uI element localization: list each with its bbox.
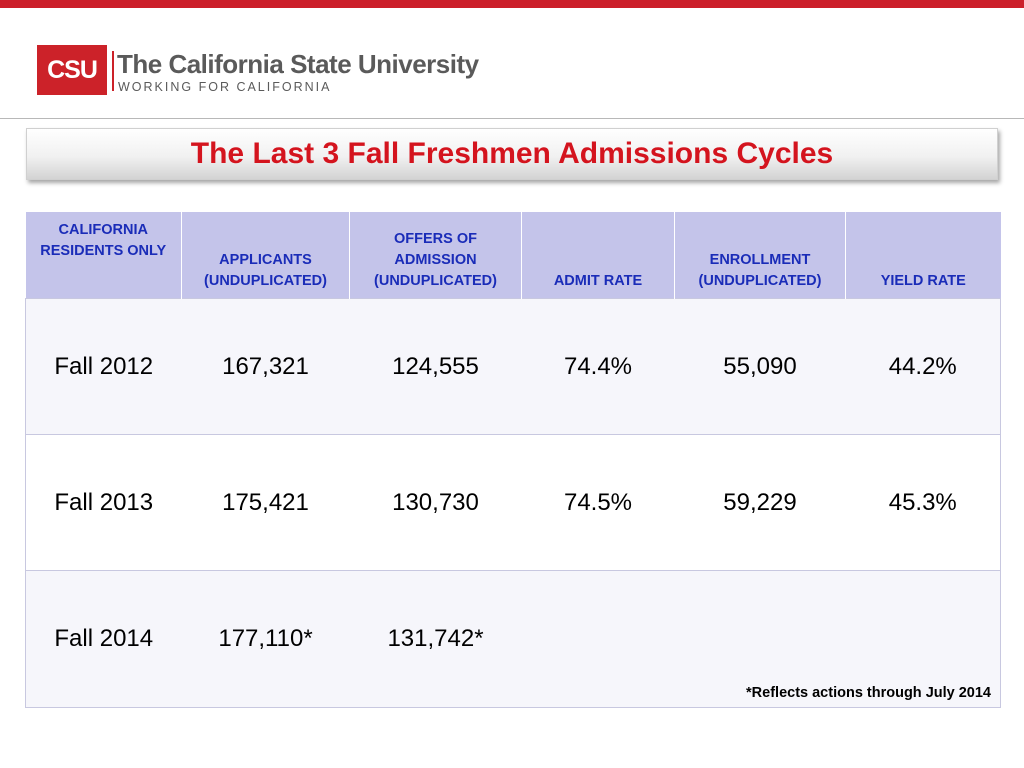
footnote-area: *Reflects actions through July 2014 (522, 572, 1001, 707)
term-cell: Fall 2012 (25, 298, 182, 435)
offers-cell: 124,555 (349, 298, 522, 435)
column-header-applicants: APPLICANTS (UNDUPLICATED) (181, 212, 350, 299)
offers-cell: 130,730 (349, 434, 522, 571)
enrollment-cell: 55,090 (674, 298, 846, 435)
yield-rate-cell: 45.3% (845, 434, 1001, 571)
table-header-row: CALIFORNIA RESIDENTS ONLY APPLICANTS (UN… (25, 212, 1001, 299)
slide-title: The Last 3 Fall Freshmen Admissions Cycl… (190, 137, 834, 170)
table-row: Fall 2013 175,421 130,730 74.5% 59,229 4… (25, 434, 1001, 571)
offers-cell: 131,742* (349, 570, 522, 708)
term-cell: Fall 2014 (25, 570, 182, 708)
admit-rate-cell: 74.5% (521, 434, 675, 571)
applicants-cell: 177,110* (181, 570, 350, 708)
yield-rate-cell: 44.2% (845, 298, 1001, 435)
applicants-cell: 167,321 (181, 298, 350, 435)
column-header-residents: CALIFORNIA RESIDENTS ONLY (25, 212, 182, 299)
applicants-cell: 175,421 (181, 434, 350, 571)
top-accent-bar (0, 0, 1024, 8)
pending-cells: *Reflects actions through July 2014 (521, 570, 1001, 708)
table-row: Fall 2012 167,321 124,555 74.4% 55,090 4… (25, 298, 1001, 435)
enrollment-cell: 59,229 (674, 434, 846, 571)
admissions-table-container: CALIFORNIA RESIDENTS ONLY APPLICANTS (UN… (25, 212, 1001, 708)
column-header-yield-rate: YIELD RATE (845, 212, 1001, 299)
table-row: Fall 2014 177,110* 131,742* *Reflects ac… (25, 570, 1001, 708)
logo-divider (112, 51, 114, 91)
header-divider (0, 118, 1024, 119)
table-footnote: *Reflects actions through July 2014 (746, 684, 991, 701)
university-tagline: WORKING FOR CALIFORNIA (118, 80, 332, 94)
admissions-table: CALIFORNIA RESIDENTS ONLY APPLICANTS (UN… (25, 212, 1001, 708)
admit-rate-cell: 74.4% (521, 298, 675, 435)
column-header-admit-rate: ADMIT RATE (521, 212, 675, 299)
university-name: The California State University (117, 49, 479, 79)
column-header-enrollment: ENROLLMENT (UNDUPLICATED) (674, 212, 846, 299)
slide-title-bar: The Last 3 Fall Freshmen Admissions Cycl… (26, 128, 998, 180)
column-header-offers: OFFERS OF ADMISSION (UNDUPLICATED) (349, 212, 522, 299)
csu-logo-mark: CSU (37, 45, 107, 95)
term-cell: Fall 2013 (25, 434, 182, 571)
